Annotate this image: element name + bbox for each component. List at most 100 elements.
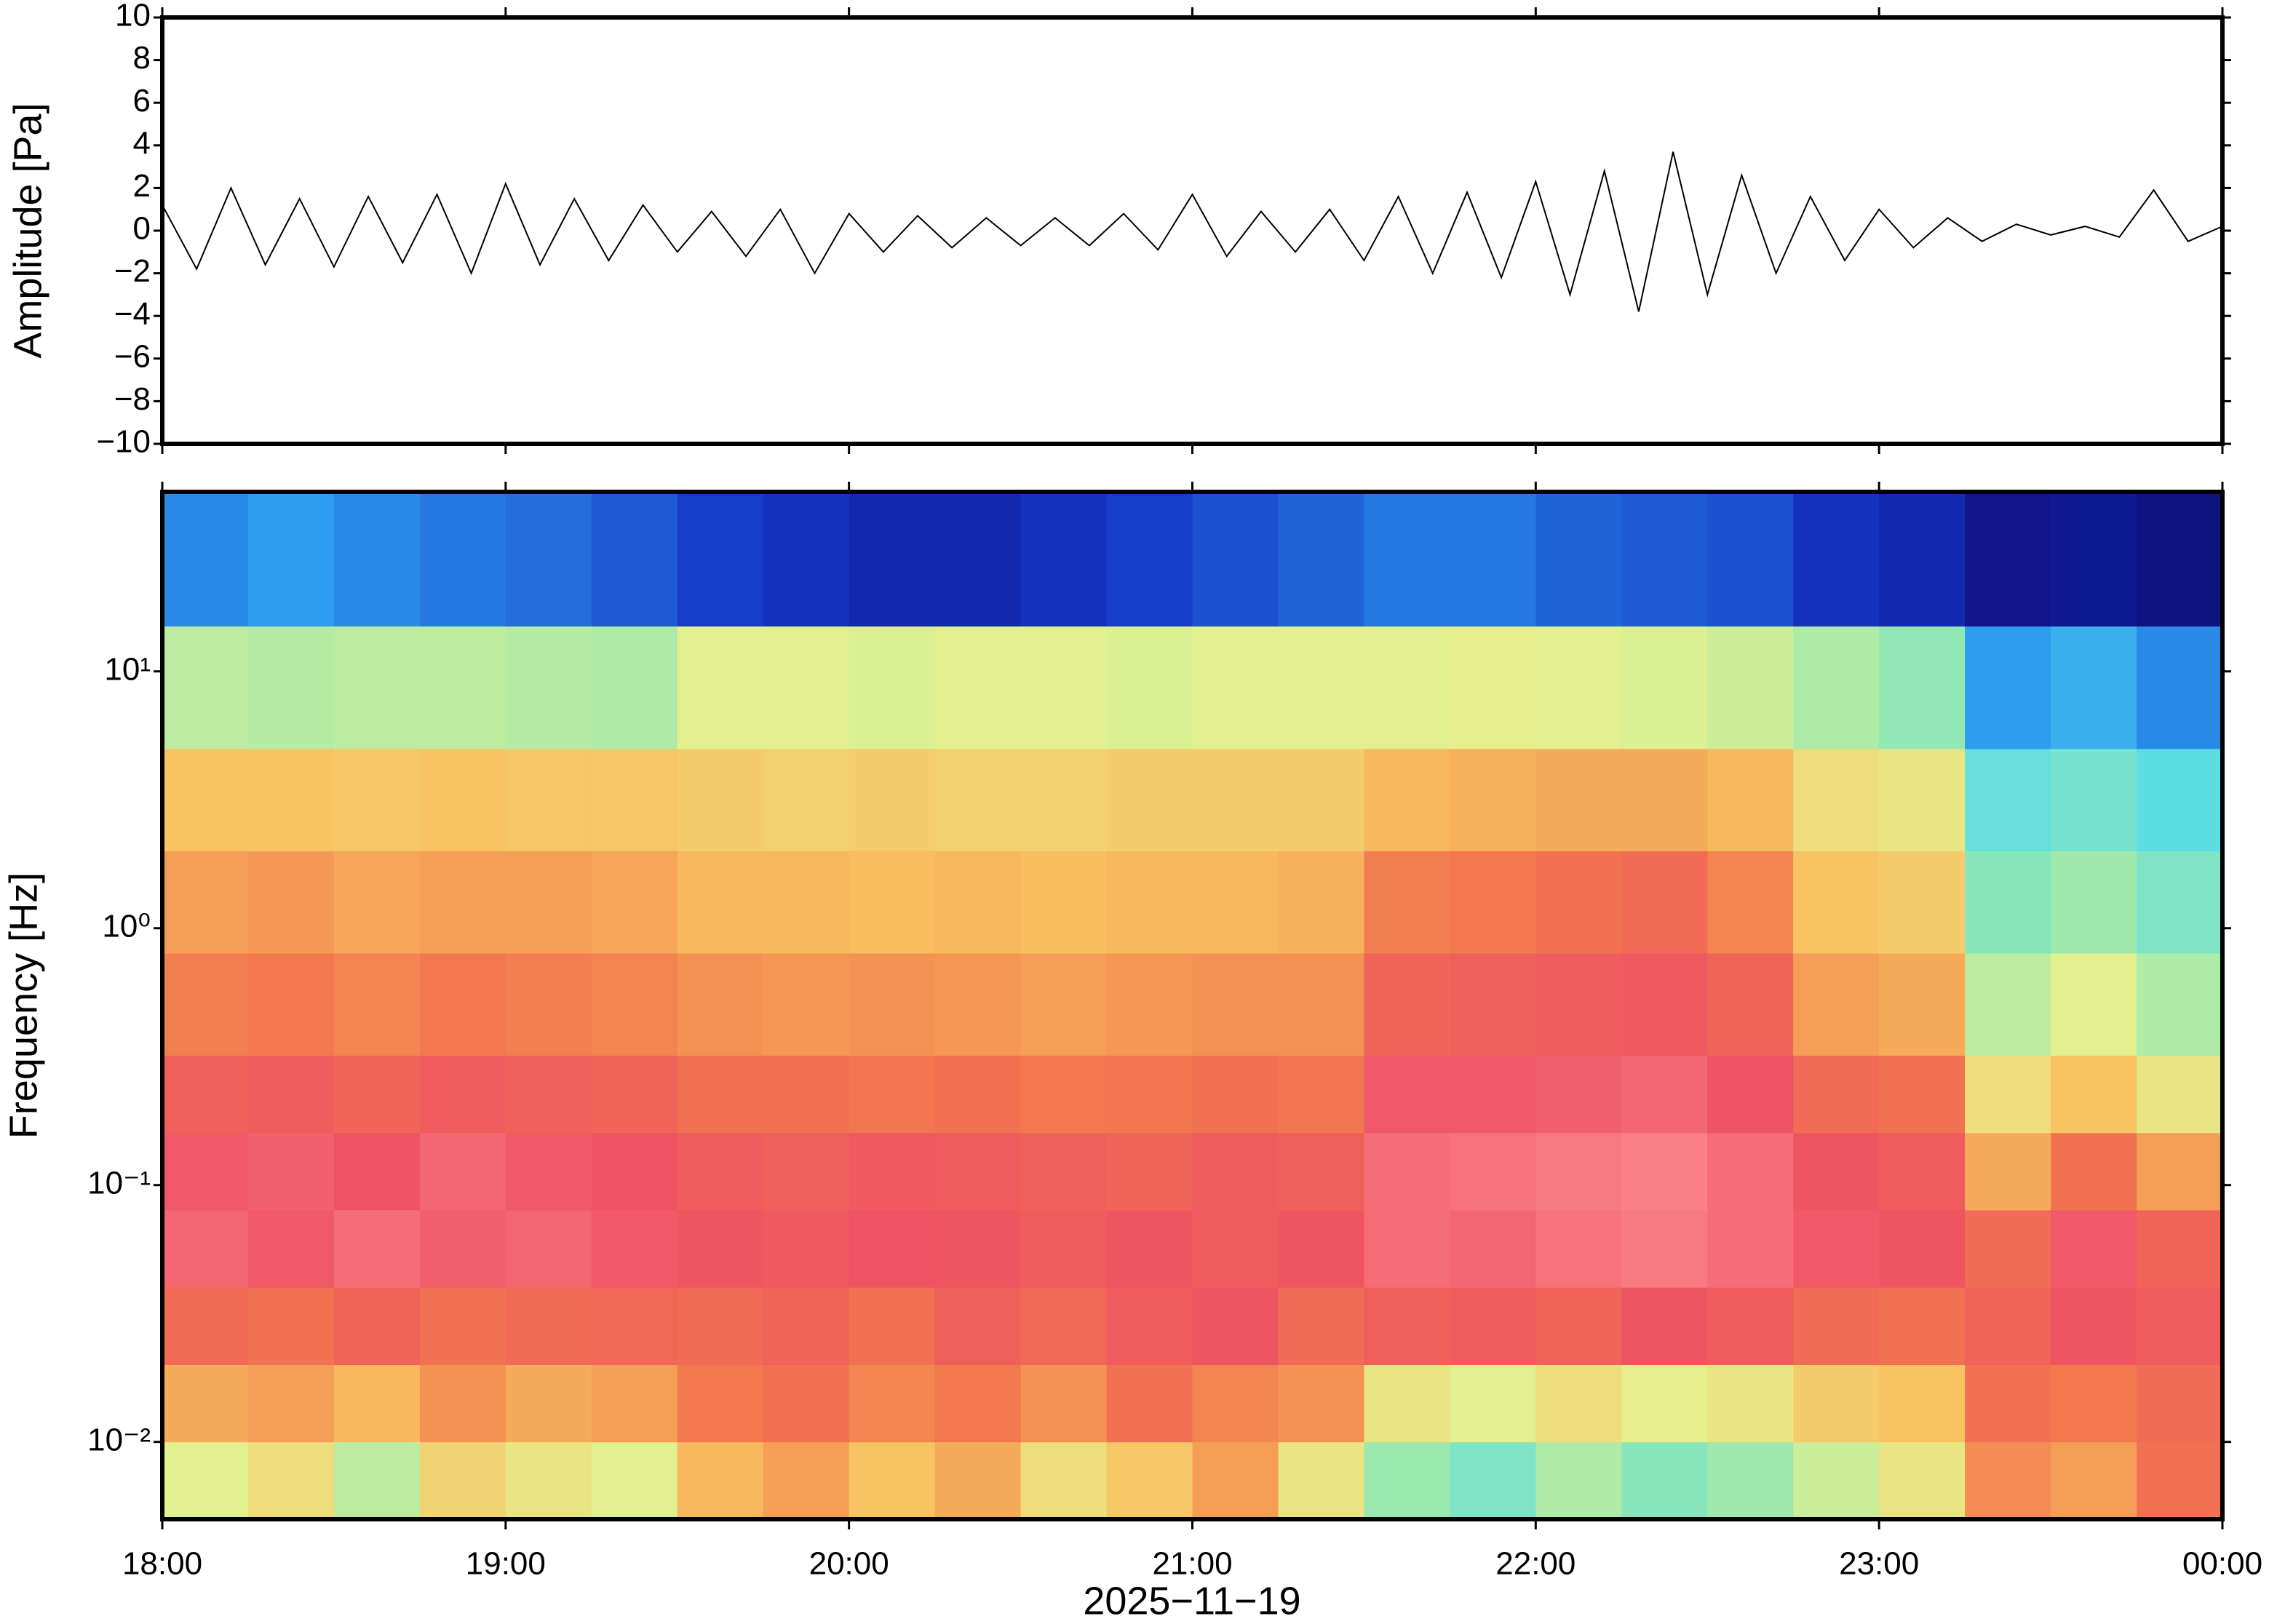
spectrogram-cell <box>1106 492 1193 627</box>
spectrogram-cell <box>1278 626 1364 749</box>
spectrogram-cell <box>2051 851 2137 954</box>
spectrogram-cell <box>1793 1287 1880 1365</box>
spectrogram-cell <box>763 851 850 954</box>
spectrogram-cell <box>1621 851 1708 954</box>
y-tick-label: −10 <box>96 424 151 460</box>
spectrogram-cell <box>2137 626 2223 749</box>
spectrogram-cell <box>1621 952 1708 1056</box>
spectrogram-cell <box>1879 749 1966 851</box>
spectrogram-cell <box>2051 1287 2137 1365</box>
spectrogram-cell <box>849 851 936 954</box>
spectrogram-cell <box>1793 626 1880 749</box>
y-tick-label: 10⁰ <box>102 908 151 944</box>
spectrogram-cell <box>849 749 936 851</box>
spectrogram-cell <box>1450 1287 1536 1365</box>
spectrogram-cell <box>1535 1132 1622 1211</box>
spectrogram-cell <box>1278 1055 1364 1134</box>
x-tick-label: 00:00 <box>2182 1546 2262 1582</box>
spectrogram-cell <box>419 1441 506 1520</box>
spectrogram-cell <box>591 749 678 851</box>
spectrogram-cell <box>419 1132 506 1211</box>
y-tick-label: 10 <box>115 0 151 33</box>
frequency-axis-label: Frequency [Hz] <box>1 872 45 1139</box>
spectrogram-cell <box>1364 952 1450 1056</box>
spectrogram-cell <box>162 1132 249 1211</box>
spectrogram-cell <box>591 1364 678 1443</box>
spectrogram-cell <box>333 1287 421 1365</box>
y-tick-label: 10⁻¹ <box>87 1165 151 1201</box>
spectrogram-cell <box>1879 1364 1966 1443</box>
spectrogram-cell <box>1879 1287 1966 1365</box>
spectrogram-cell <box>1965 1364 2051 1443</box>
y-tick-label: 8 <box>133 40 151 76</box>
spectrogram-cell <box>247 1441 335 1520</box>
spectrogram-cell <box>1535 1287 1622 1365</box>
spectrogram-cell <box>1020 1209 1108 1288</box>
spectrogram-cell <box>763 1287 850 1365</box>
spectrogram-cell <box>1621 1055 1708 1134</box>
spectrogram-cell <box>2051 749 2137 851</box>
spectrogram-cell <box>677 1209 764 1288</box>
spectrogram-cell <box>1020 492 1108 627</box>
spectrogram-cell <box>2137 851 2223 954</box>
spectrogram-cell <box>934 749 1022 851</box>
spectrogram-cell <box>1621 626 1708 749</box>
spectrogram-cell <box>333 626 421 749</box>
spectrogram-cell <box>1535 1055 1622 1134</box>
spectrogram-cell <box>591 492 678 627</box>
spectrogram-cell <box>1020 1441 1108 1520</box>
spectrogram-cell <box>591 1287 678 1365</box>
spectrogram-cell <box>2051 492 2137 627</box>
spectrogram-cell <box>1106 851 1193 954</box>
spectrogram-cell <box>591 952 678 1056</box>
spectrogram-cell <box>419 749 506 851</box>
y-tick-label: −4 <box>114 296 151 332</box>
plot-frame <box>160 15 2225 446</box>
spectrogram-cell <box>677 1364 764 1443</box>
spectrogram-cell <box>1450 1132 1536 1211</box>
spectrogram-cell <box>1450 1441 1536 1520</box>
spectrogram-cell <box>247 1209 335 1288</box>
spectrogram-cell <box>763 1132 850 1211</box>
spectrogram-cell <box>1278 1287 1364 1365</box>
spectrogram-cell <box>247 749 335 851</box>
spectrogram-cell <box>1965 1441 2051 1520</box>
spectrogram-cell <box>1364 749 1450 851</box>
spectrogram-cell <box>1020 1364 1108 1443</box>
spectrogram-cell <box>591 1441 678 1520</box>
spectrogram-cell <box>1450 851 1536 954</box>
spectrogram-cell <box>2137 1132 2223 1211</box>
spectrogram-cell <box>2051 952 2137 1056</box>
spectrogram-cell <box>934 1287 1022 1365</box>
spectrogram-cell <box>2137 1055 2223 1134</box>
spectrogram-cell <box>247 1132 335 1211</box>
y-tick-label: 0 <box>133 211 151 247</box>
spectrogram-cell <box>162 1209 249 1288</box>
spectrogram-cell <box>1793 1209 1880 1288</box>
spectrogram-cell <box>1965 1055 2051 1134</box>
spectrogram-cell <box>1707 1209 1794 1288</box>
spectrogram-cell <box>505 851 592 954</box>
spectrogram-cell <box>1278 1132 1364 1211</box>
spectrogram-cell <box>1793 492 1880 627</box>
spectrogram-cell <box>763 492 850 627</box>
x-tick-label: 18:00 <box>122 1546 202 1582</box>
spectrogram-cell <box>1106 626 1193 749</box>
spectrogram-cell <box>1707 1055 1794 1134</box>
spectrogram-cell <box>1965 1132 2051 1211</box>
spectrogram-cell <box>1793 851 1880 954</box>
spectrogram-cell <box>162 1055 249 1134</box>
spectrogram-cell <box>1020 1132 1108 1211</box>
spectrogram-cell <box>2137 1441 2223 1520</box>
spectrogram-cell <box>2137 952 2223 1056</box>
spectrogram-cell <box>1192 1055 1279 1134</box>
spectrogram-cell <box>1965 1209 2051 1288</box>
spectrogram-cell <box>934 1364 1022 1443</box>
spectrogram-cell <box>1879 1055 1966 1134</box>
spectrogram-cell <box>419 1287 506 1365</box>
spectrogram-cell <box>1192 1364 1279 1443</box>
waveform <box>162 151 2223 312</box>
y-tick-label: −2 <box>114 253 151 289</box>
spectrogram-cell <box>1965 952 2051 1056</box>
x-tick-label: 20:00 <box>809 1546 889 1582</box>
